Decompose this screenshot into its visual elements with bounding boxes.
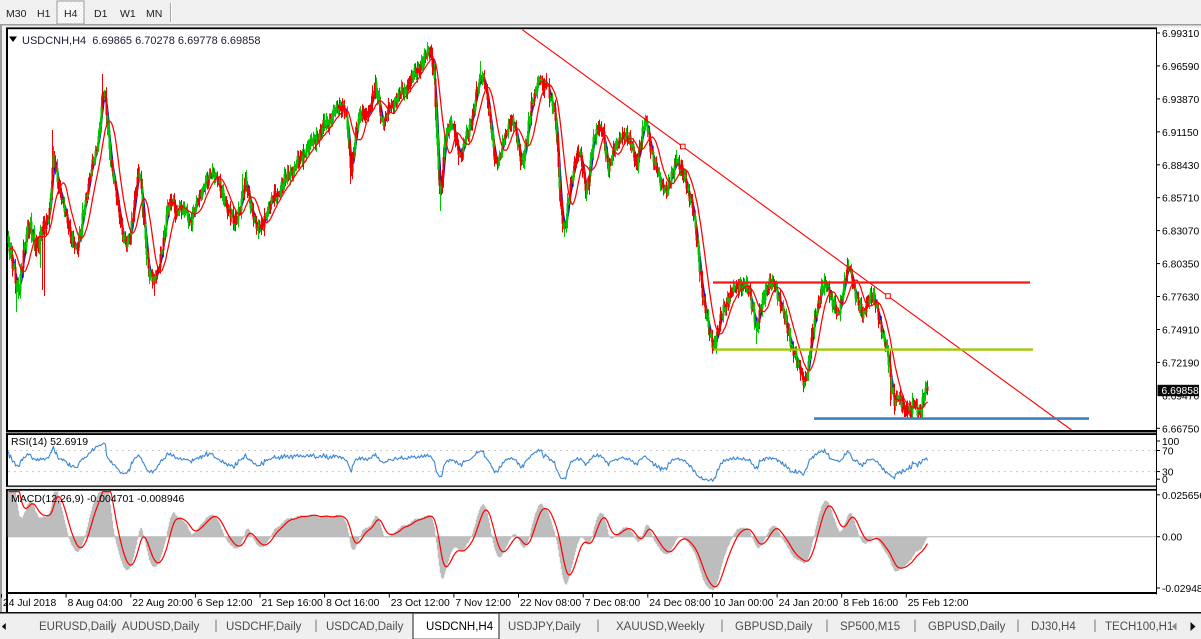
- svg-text:MACD(12,26,9) -0.004701 -0.008: MACD(12,26,9) -0.004701 -0.008946: [11, 493, 185, 505]
- svg-text:8 Oct 16:00: 8 Oct 16:00: [326, 598, 380, 609]
- svg-text:6.93870: 6.93870: [1162, 95, 1199, 106]
- svg-text:AUDUSD,Daily: AUDUSD,Daily: [122, 621, 200, 633]
- svg-text:DJ30,H4: DJ30,H4: [1031, 621, 1076, 633]
- svg-text:8 Aug 04:00: 8 Aug 04:00: [68, 598, 123, 609]
- svg-text:MN: MN: [146, 8, 162, 20]
- svg-text:6.99310: 6.99310: [1162, 29, 1199, 40]
- svg-text:7 Nov 12:00: 7 Nov 12:00: [455, 598, 511, 609]
- svg-text:6.91150: 6.91150: [1162, 128, 1199, 139]
- svg-text:USDCAD,Daily: USDCAD,Daily: [326, 621, 404, 633]
- svg-text:H4: H4: [64, 8, 78, 20]
- svg-text:24 Jan 20:00: 24 Jan 20:00: [779, 598, 839, 609]
- svg-text:USDCHF,Daily: USDCHF,Daily: [226, 621, 302, 633]
- svg-text:10 Jan 00:00: 10 Jan 00:00: [714, 598, 774, 609]
- svg-text:6.85710: 6.85710: [1162, 194, 1199, 205]
- svg-text:6.74910: 6.74910: [1162, 326, 1199, 337]
- svg-text:6.80350: 6.80350: [1162, 260, 1199, 271]
- svg-text:21 Sep 16:00: 21 Sep 16:00: [262, 598, 324, 609]
- svg-text:30: 30: [1162, 468, 1174, 479]
- svg-text:0.025656: 0.025656: [1162, 491, 1201, 502]
- svg-text:6.72190: 6.72190: [1162, 358, 1199, 369]
- svg-text:22 Nov 08:00: 22 Nov 08:00: [520, 598, 582, 609]
- svg-text:D1: D1: [94, 8, 108, 20]
- svg-text:6.69470: 6.69470: [1162, 391, 1199, 402]
- svg-text:6.66750: 6.66750: [1162, 424, 1199, 435]
- svg-text:GBPUSD,Daily: GBPUSD,Daily: [735, 621, 813, 633]
- svg-text:H1: H1: [37, 8, 51, 20]
- svg-text:7 Dec 08:00: 7 Dec 08:00: [585, 598, 641, 609]
- svg-text:100: 100: [1162, 437, 1179, 448]
- svg-text:W1: W1: [120, 8, 136, 20]
- svg-text:0.00: 0.00: [1162, 533, 1182, 544]
- svg-text:8 Feb 16:00: 8 Feb 16:00: [843, 598, 898, 609]
- svg-text:70: 70: [1162, 447, 1174, 458]
- svg-text:USDCNH,H4: USDCNH,H4: [426, 621, 494, 633]
- svg-text:6 Sep 12:00: 6 Sep 12:00: [197, 598, 253, 609]
- svg-text:25 Feb 12:00: 25 Feb 12:00: [908, 598, 969, 609]
- svg-text:-0.029484: -0.029484: [1162, 584, 1201, 595]
- svg-text:6.77630: 6.77630: [1162, 293, 1199, 304]
- svg-text:6.69858: 6.69858: [1162, 386, 1199, 397]
- svg-text:USDJPY,Daily: USDJPY,Daily: [508, 621, 581, 633]
- svg-text:23 Oct 12:00: 23 Oct 12:00: [391, 598, 450, 609]
- svg-text:0: 0: [1162, 475, 1168, 486]
- svg-text:M30: M30: [6, 8, 27, 20]
- svg-text:GBPUSD,Daily: GBPUSD,Daily: [928, 621, 1006, 633]
- svg-text:22 Aug 20:00: 22 Aug 20:00: [132, 598, 193, 609]
- svg-text:USDCNH,H4 6.69865 6.70278 6.6: USDCNH,H4 6.69865 6.70278 6.69778 6.6985…: [22, 35, 261, 47]
- svg-text:SP500,M15: SP500,M15: [840, 621, 900, 633]
- svg-text:6.83070: 6.83070: [1162, 227, 1199, 238]
- svg-text:EURUSD,Daily: EURUSD,Daily: [39, 621, 117, 633]
- svg-text:6.88430: 6.88430: [1162, 161, 1199, 172]
- svg-text:24 Dec 08:00: 24 Dec 08:00: [649, 598, 711, 609]
- svg-text:TECH100,H1: TECH100,H1: [1105, 621, 1173, 633]
- svg-text:24 Jul 2018: 24 Jul 2018: [3, 598, 57, 609]
- svg-text:6.96590: 6.96590: [1162, 62, 1199, 73]
- svg-text:RSI(14) 52.6919: RSI(14) 52.6919: [11, 436, 88, 448]
- svg-text:XAUUSD,Weekly: XAUUSD,Weekly: [616, 621, 705, 633]
